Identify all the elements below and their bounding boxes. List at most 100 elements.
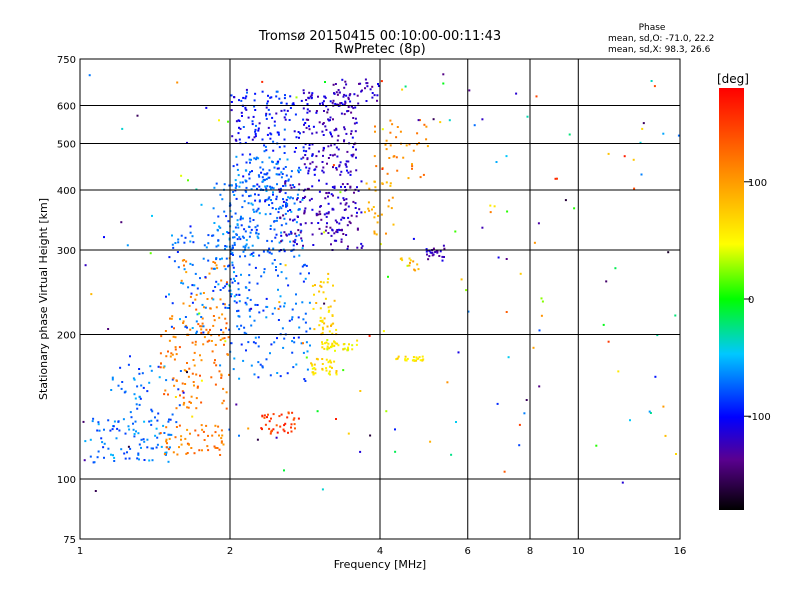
data-point [241, 217, 244, 220]
data-point [109, 429, 112, 432]
data-point [238, 434, 240, 437]
data-point [271, 312, 274, 315]
data-point [171, 378, 174, 381]
data-point [188, 304, 191, 307]
data-point [111, 376, 114, 379]
data-point [251, 203, 254, 206]
data-point [441, 259, 444, 262]
data-point [327, 306, 330, 309]
data-point [346, 150, 349, 153]
data-point [291, 316, 294, 319]
colorbar-label: [deg] [717, 72, 749, 86]
data-point [315, 214, 318, 217]
data-point [254, 133, 257, 135]
data-point [186, 406, 189, 409]
data-point [284, 180, 287, 183]
data-point [263, 416, 266, 419]
data-point [289, 184, 292, 187]
data-point [224, 340, 227, 343]
data-point [326, 222, 328, 225]
data-point [298, 183, 301, 186]
data-point [272, 413, 275, 416]
data-point [385, 181, 388, 184]
data-point [103, 428, 105, 431]
data-point [246, 91, 248, 94]
data-point [319, 284, 322, 287]
data-point [422, 358, 425, 361]
data-point [412, 149, 415, 152]
data-point [194, 340, 197, 343]
data-point [327, 157, 330, 159]
data-point [674, 314, 677, 317]
data-point [220, 441, 223, 444]
data-point [337, 103, 339, 106]
data-point [211, 350, 214, 353]
data-point [519, 272, 522, 275]
data-point [288, 319, 291, 322]
data-point [339, 161, 342, 164]
data-point [154, 434, 157, 437]
data-point [281, 173, 284, 175]
data-point [343, 103, 346, 106]
data-point [234, 138, 237, 141]
data-point [401, 259, 404, 262]
data-point [302, 156, 305, 159]
data-point [180, 234, 183, 237]
data-point [288, 119, 291, 121]
data-point [167, 420, 170, 423]
data-point [311, 132, 314, 135]
data-point [226, 231, 229, 233]
data-point [167, 350, 169, 353]
data-point [242, 359, 245, 362]
data-point [120, 448, 123, 451]
data-point [287, 431, 289, 434]
data-point [257, 129, 260, 132]
data-point [318, 227, 321, 230]
data-point [182, 282, 185, 285]
data-point [231, 261, 234, 264]
data-point [278, 97, 281, 100]
data-point [165, 426, 168, 429]
data-point [436, 250, 439, 253]
data-point [324, 125, 327, 128]
data-point [189, 225, 192, 228]
data-point [348, 94, 351, 97]
data-point [122, 418, 125, 421]
data-point [227, 336, 230, 339]
data-point [111, 378, 114, 381]
data-point [179, 394, 181, 397]
data-point [311, 233, 314, 236]
data-point [134, 420, 137, 423]
data-point [308, 91, 311, 94]
data-point [468, 89, 471, 92]
data-point [331, 332, 334, 335]
data-point [225, 283, 228, 286]
data-point [332, 118, 334, 121]
data-point [343, 139, 346, 142]
data-point [236, 223, 239, 226]
data-point [264, 213, 267, 216]
data-point [348, 343, 350, 346]
data-point [441, 255, 444, 258]
data-point [245, 186, 248, 189]
data-point [319, 307, 322, 310]
data-point [345, 83, 348, 86]
data-point [535, 95, 538, 98]
data-point [211, 434, 214, 437]
data-point [181, 382, 184, 385]
data-point [277, 211, 280, 214]
data-point [283, 116, 286, 119]
data-point [180, 281, 183, 284]
data-point [299, 231, 302, 234]
data-point [314, 368, 317, 371]
data-point [245, 169, 248, 172]
data-point [331, 344, 334, 347]
data-point [228, 284, 231, 287]
data-point [235, 275, 238, 277]
data-point [356, 227, 359, 230]
data-point [525, 399, 528, 401]
data-point [239, 217, 242, 220]
data-point [352, 146, 355, 149]
data-point [335, 373, 338, 376]
data-point [308, 144, 311, 146]
